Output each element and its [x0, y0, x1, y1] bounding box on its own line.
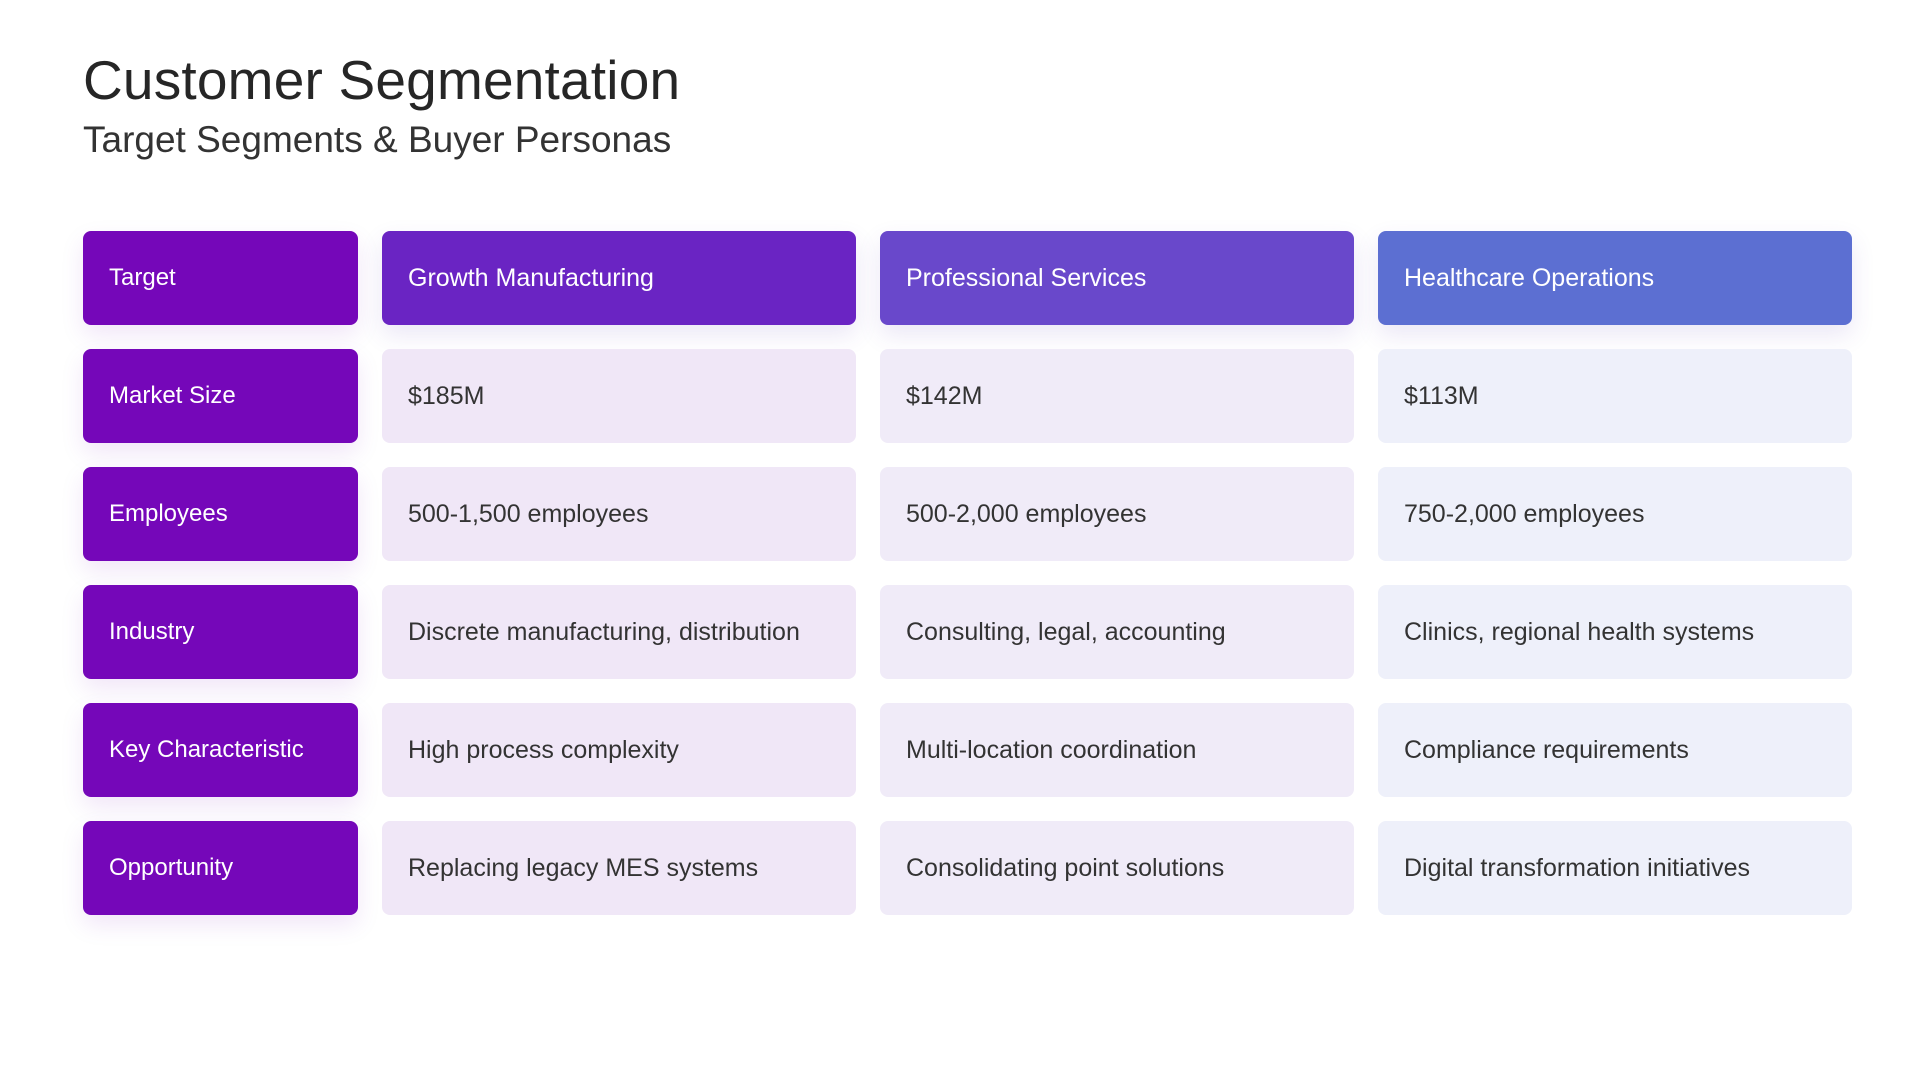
table-cell: 750-2,000 employees	[1378, 467, 1852, 561]
row-label-opportunity: Opportunity	[83, 821, 358, 915]
table-cell: $185M	[382, 349, 856, 443]
segmentation-table: Target Growth Manufacturing Professional…	[83, 231, 1852, 915]
segment-header-growth-manufacturing: Growth Manufacturing	[382, 231, 856, 325]
table-cell: $142M	[880, 349, 1354, 443]
slide-subtitle: Target Segments & Buyer Personas	[83, 119, 672, 160]
table-cell: Consulting, legal, accounting	[880, 585, 1354, 679]
table-cell: Digital transformation initiatives	[1378, 821, 1852, 915]
row-label-key-characteristic: Key Characteristic	[83, 703, 358, 797]
row-label-industry: Industry	[83, 585, 358, 679]
row-label-market-size: Market Size	[83, 349, 358, 443]
segment-header-professional-services: Professional Services	[880, 231, 1354, 325]
slide-title: Customer Segmentation	[83, 49, 681, 111]
table-cell: Multi-location coordination	[880, 703, 1354, 797]
table-cell: Replacing legacy MES systems	[382, 821, 856, 915]
row-label-employees: Employees	[83, 467, 358, 561]
table-cell: 500-2,000 employees	[880, 467, 1354, 561]
table-cell: Clinics, regional health systems	[1378, 585, 1852, 679]
table-cell: Compliance requirements	[1378, 703, 1852, 797]
table-cell: 500-1,500 employees	[382, 467, 856, 561]
segment-header-healthcare-operations: Healthcare Operations	[1378, 231, 1852, 325]
table-cell: Consolidating point solutions	[880, 821, 1354, 915]
table-cell: $113M	[1378, 349, 1852, 443]
header-corner-label: Target	[83, 231, 358, 325]
table-cell: High process complexity	[382, 703, 856, 797]
table-cell: Discrete manufacturing, distribution	[382, 585, 856, 679]
